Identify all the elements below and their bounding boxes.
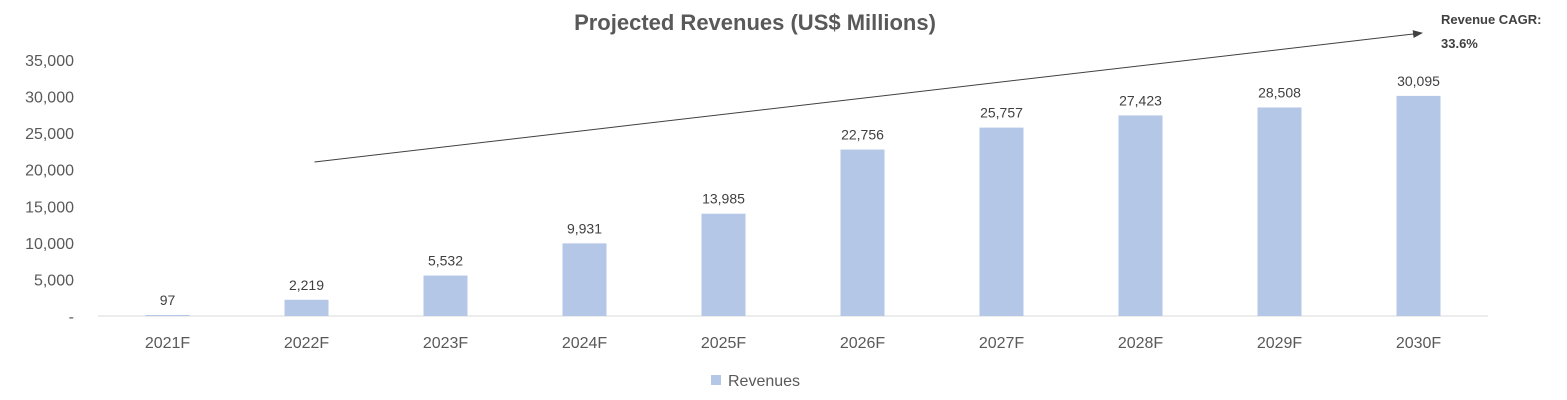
legend: Revenues: [711, 373, 800, 390]
cagr-arrow: [314, 30, 1423, 163]
y-tick-label: 35,000: [25, 53, 74, 70]
x-tick-label-2026F: 2026F: [840, 335, 886, 352]
bars-group: [145, 95, 1441, 316]
bar-2030F: [1396, 95, 1441, 316]
data-labels-group: 97 2,219 5,532 9,931 13,985 22,756 25,757 27,42…: [160, 73, 1440, 308]
data-label-2030F: 30,095: [1397, 73, 1440, 89]
chart-title: Projected Revenues (US$ Millions): [574, 10, 936, 35]
legend-label-revenues: Revenues: [728, 373, 800, 390]
x-tick-label-2024F: 2024F: [562, 335, 608, 352]
data-label-2028F: 27,423: [1119, 92, 1162, 108]
data-label-2022F: 2,219: [289, 277, 324, 293]
y-tick-label: -: [69, 309, 74, 326]
x-tick-label-2021F: 2021F: [145, 335, 191, 352]
bar-2026F: [840, 149, 885, 316]
bar-2027F: [979, 127, 1024, 316]
x-tick-label-2025F: 2025F: [701, 335, 747, 352]
x-tick-label-2028F: 2028F: [1118, 335, 1164, 352]
x-tick-label-2029F: 2029F: [1257, 335, 1303, 352]
x-tick-label-2030F: 2030F: [1396, 335, 1442, 352]
data-label-2027F: 25,757: [980, 105, 1023, 121]
y-tick-label: 15,000: [25, 199, 74, 216]
data-label-2023F: 5,532: [428, 253, 463, 269]
x-tick-label-2022F: 2022F: [284, 335, 330, 352]
data-label-2024F: 9,931: [567, 220, 602, 236]
data-label-2021F: 97: [160, 292, 176, 308]
y-tick-label: 5,000: [34, 272, 74, 289]
cagr-annotation-value: 33.6%: [1441, 36, 1478, 51]
x-tick-label-2027F: 2027F: [979, 335, 1025, 352]
legend-swatch-revenues: [711, 375, 721, 385]
y-tick-label: 20,000: [25, 163, 74, 180]
x-axis: 2021F 2022F 2023F 2024F 2025F 2026F 2027F 2028F…: [145, 335, 1442, 352]
data-label-2026F: 22,756: [841, 127, 884, 143]
bar-2029F: [1257, 107, 1302, 316]
data-label-2025F: 13,985: [702, 191, 745, 207]
bar-2021F: [145, 315, 190, 316]
bar-2023F: [423, 275, 468, 316]
y-tick-label: 10,000: [25, 236, 74, 253]
cagr-annotation-label: Revenue CAGR:: [1441, 12, 1541, 27]
bar-2025F: [701, 213, 746, 316]
y-tick-label: 30,000: [25, 90, 74, 107]
y-tick-label: 25,000: [25, 126, 74, 143]
data-label-2029F: 28,508: [1258, 84, 1301, 100]
bar-2028F: [1118, 115, 1163, 316]
x-tick-label-2023F: 2023F: [423, 335, 469, 352]
bar-2022F: [284, 299, 329, 316]
bar-2024F: [562, 243, 607, 316]
y-axis: - 5,000 10,000 15,000 20,000 25,000 30,000 35,0…: [25, 53, 74, 326]
